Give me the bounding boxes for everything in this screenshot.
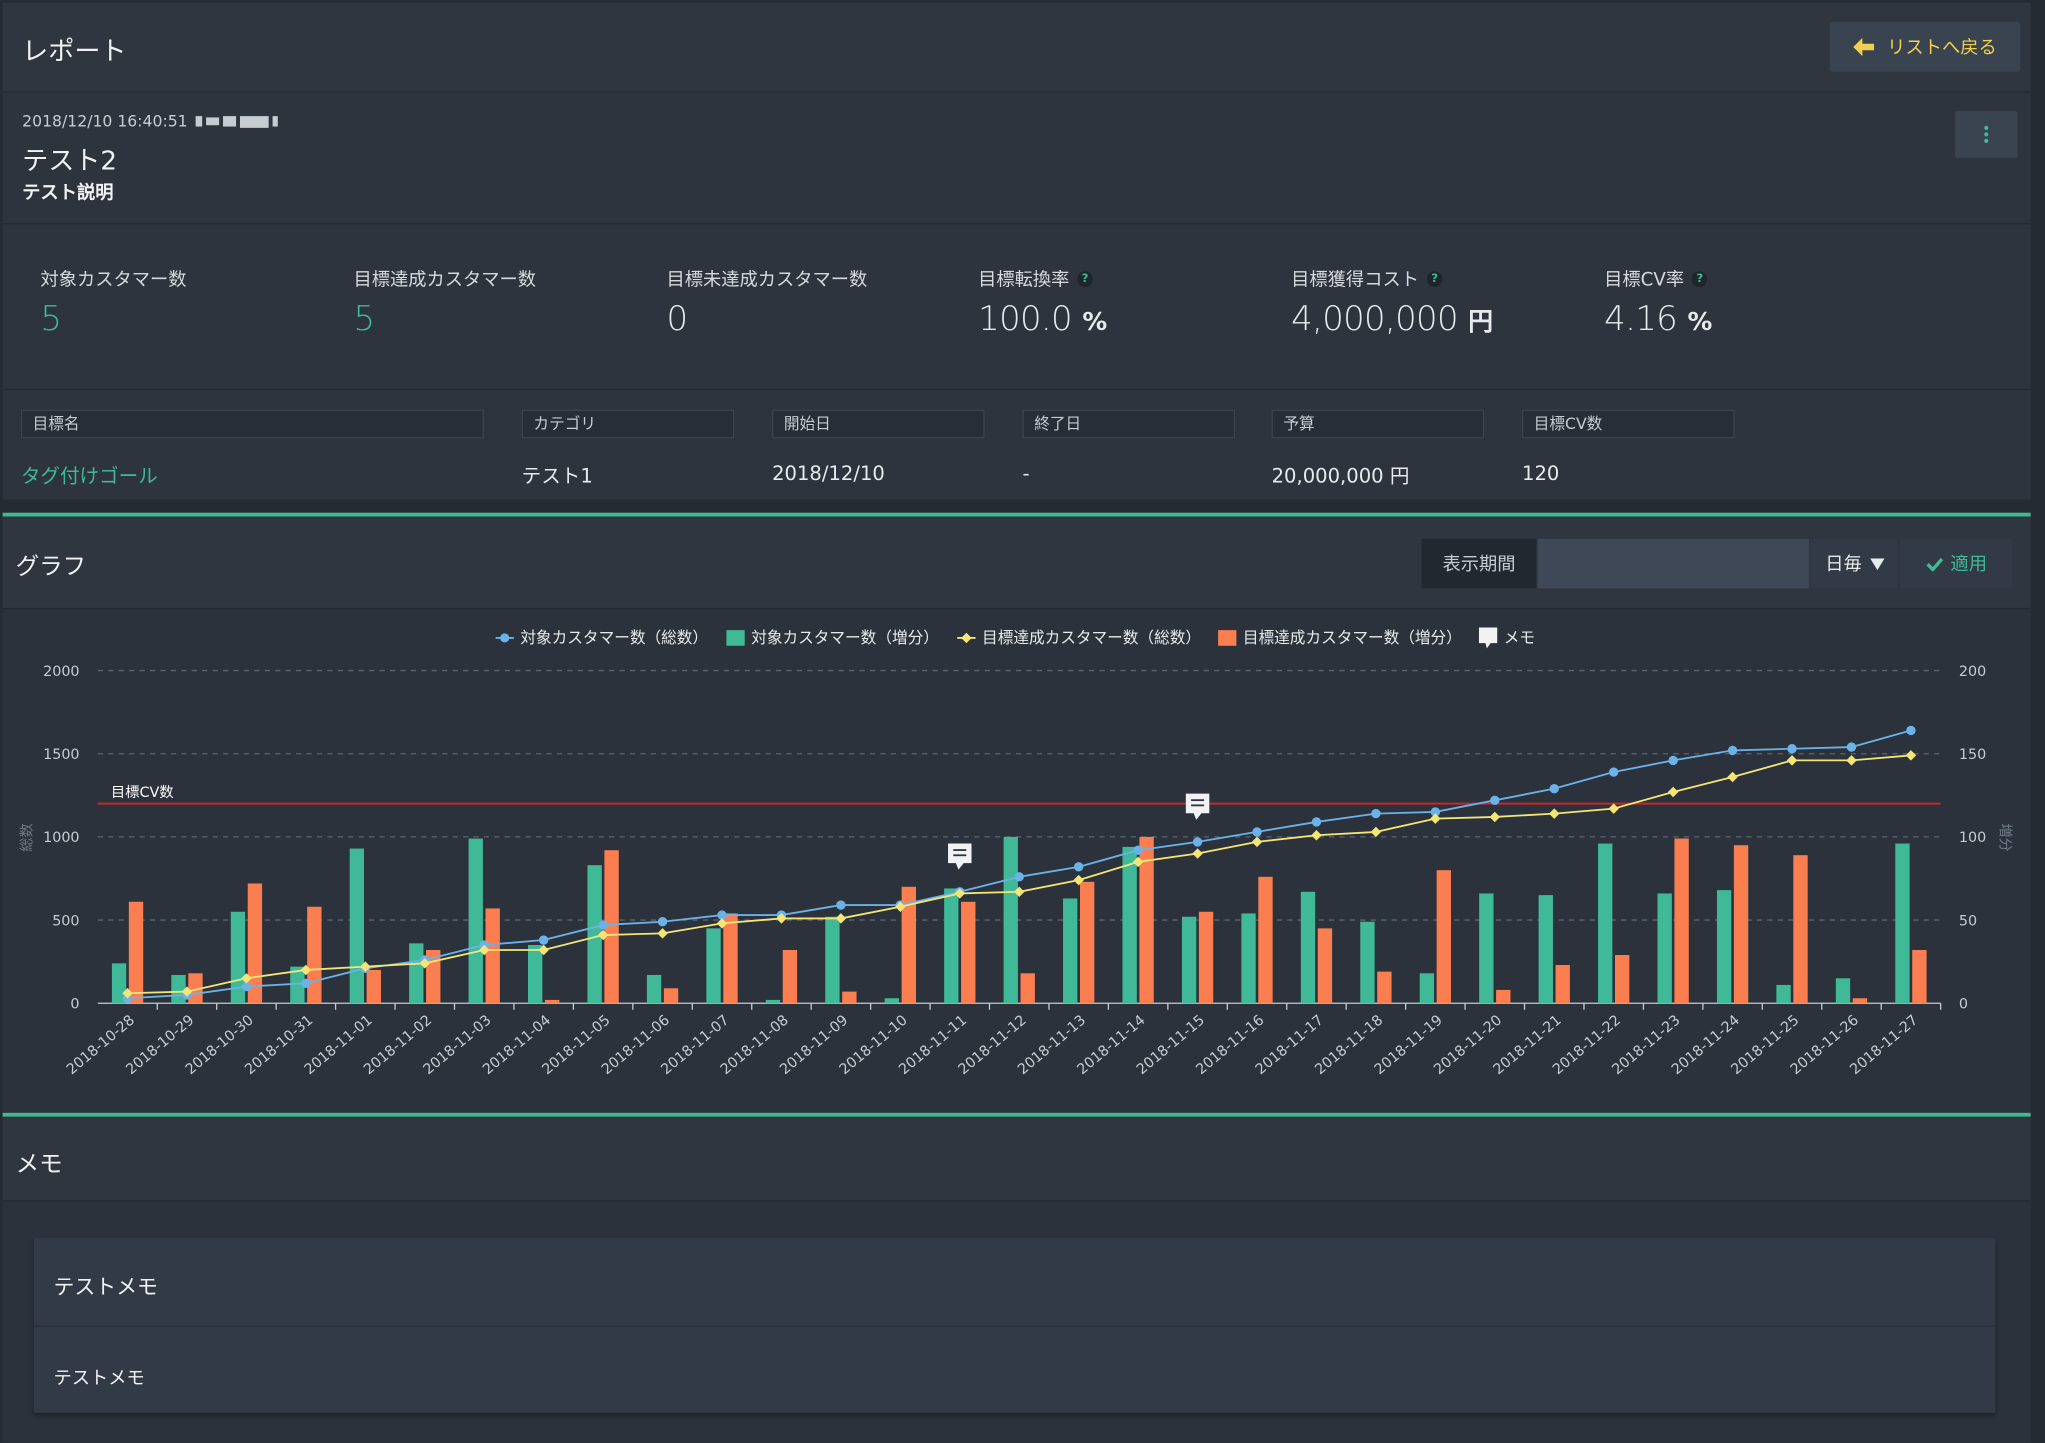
goal-table-header-start: 開始日: [772, 409, 985, 439]
back-to-list-button[interactable]: リストへ戻る: [1829, 22, 2021, 72]
question-icon[interactable]: ?: [1077, 271, 1093, 288]
stat-unachieved-customers-label: 目標未達成カスタマー数: [666, 270, 868, 291]
divider: [33, 1325, 1996, 1327]
apply-label: 適用: [1950, 554, 1987, 576]
memo-card-title: テストメモ: [53, 1274, 158, 1300]
stat-conversion-rate-value: 100.0%: [978, 300, 1107, 340]
vertical-dots-icon: [1984, 125, 1989, 143]
stat-unachieved-customers-value: 0: [666, 300, 688, 340]
interval-value: 日毎: [1825, 554, 1862, 576]
check-icon: [1925, 557, 1943, 571]
question-icon[interactable]: ?: [1426, 271, 1443, 288]
arrow-left-icon: [1853, 37, 1875, 57]
graph-title: グラフ: [15, 553, 87, 581]
memo-panel: メモ テストメモ テストメモ: [2, 1112, 2031, 1443]
divider: [2, 388, 2031, 391]
memo-card-body: テストメモ: [53, 1368, 145, 1390]
goal-category: テスト1: [521, 464, 593, 488]
goal-budget: 20,000,000 円: [1271, 464, 1410, 488]
divider: [2, 223, 2031, 225]
caret-down-icon: [1869, 557, 1884, 570]
memo-title: メモ: [15, 1150, 63, 1179]
apply-button[interactable]: 適用: [1900, 538, 2013, 589]
goal-table-header-name: 目標名: [20, 409, 484, 439]
goal-start-date: 2018/12/10: [772, 461, 885, 486]
goal-table-header-category: カテゴリ: [521, 409, 735, 439]
report-summary-panel: 2018/12/10 16:40:51 テスト2 テスト説明: [2, 92, 2031, 500]
goal-name-link[interactable]: タグ付けゴール: [20, 464, 158, 488]
interval-select[interactable]: 日毎: [1811, 538, 1898, 589]
stat-achieved-customers-value: 5: [353, 300, 375, 340]
graph-panel: グラフ 表示期間 日毎 適用: [2, 512, 2031, 1117]
report-description: テスト説明: [22, 182, 114, 204]
report-timestamp: 2018/12/10 16:40:51: [22, 112, 278, 130]
stat-target-customers-label: 対象カスタマー数: [40, 270, 187, 291]
period-input[interactable]: [1537, 538, 1809, 589]
memo-card: テストメモ テストメモ: [33, 1238, 1996, 1413]
more-options-button[interactable]: [1954, 110, 2018, 158]
back-to-list-label: リストへ戻る: [1887, 37, 1997, 59]
stat-conversion-rate-label: 目標転換率?: [978, 266, 1093, 292]
memo-header: [2, 1116, 2031, 1202]
question-icon[interactable]: ?: [1692, 271, 1708, 288]
goal-table-header-budget: 予算: [1271, 409, 1485, 439]
stat-acquisition-cost-value: 4,000,000 円: [1291, 300, 1493, 340]
goal-table-header-target-cv: 目標CV数: [1522, 409, 1735, 439]
header-bar: レポート リストへ戻る: [2, 2, 2031, 92]
stat-achieved-customers-label: 目標達成カスタマー数: [353, 270, 537, 291]
stat-cv-rate-value: 4.16%: [1604, 300, 1712, 340]
goal-target-cv: 120: [1522, 461, 1560, 486]
report-name: テスト2: [22, 144, 118, 177]
page-title: レポート: [22, 35, 127, 67]
stat-target-customers-value: 5: [40, 300, 62, 340]
stat-acquisition-cost-label: 目標獲得コスト?: [1291, 266, 1443, 292]
stat-cv-rate-label: 目標CV率?: [1604, 266, 1708, 292]
redacted-author: [195, 115, 278, 128]
goal-table-header-end: 終了日: [1022, 409, 1236, 439]
goal-end-date: -: [1022, 461, 1030, 486]
period-label: 表示期間: [1421, 538, 1537, 589]
